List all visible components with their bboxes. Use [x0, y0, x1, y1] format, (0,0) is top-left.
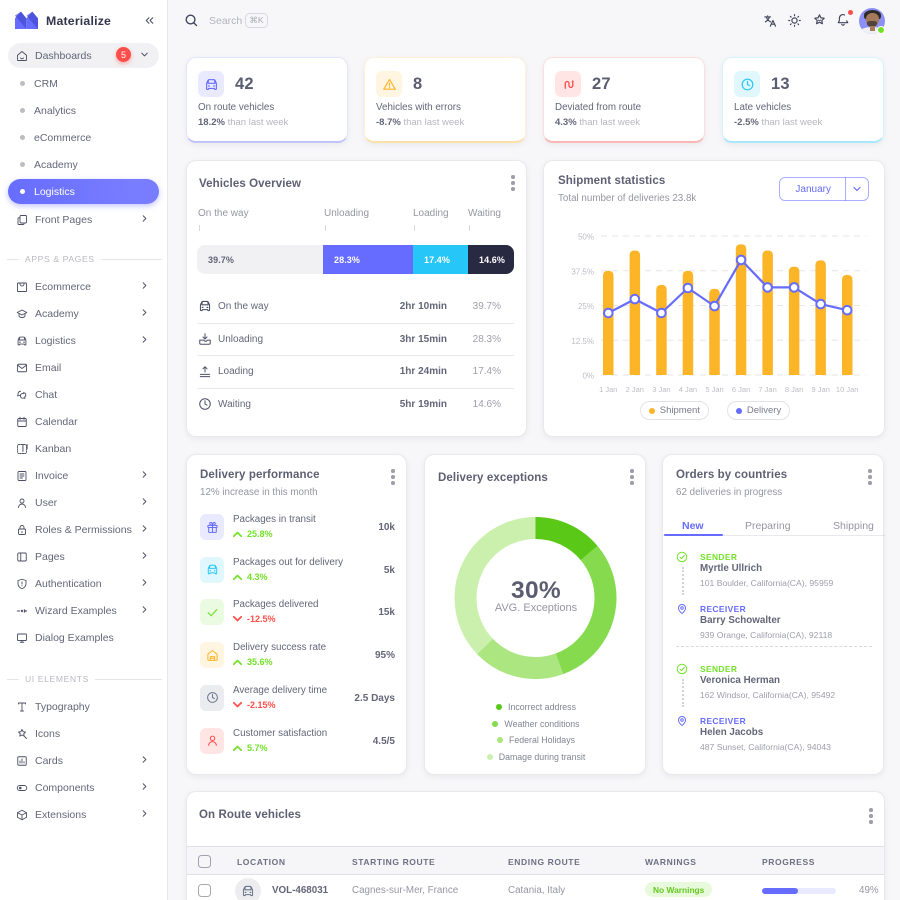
svg-text:10 Jan: 10 Jan — [836, 385, 859, 394]
svg-text:37.5%: 37.5% — [571, 267, 594, 276]
svg-text:4 Jan: 4 Jan — [679, 385, 697, 394]
svg-text:2 Jan: 2 Jan — [626, 385, 644, 394]
svg-text:7 Jan: 7 Jan — [758, 385, 776, 394]
svg-text:6 Jan: 6 Jan — [732, 385, 750, 394]
svg-text:12.5%: 12.5% — [571, 337, 594, 346]
svg-text:25%: 25% — [578, 302, 594, 311]
svg-text:0%: 0% — [582, 372, 594, 381]
svg-text:5 Jan: 5 Jan — [705, 385, 723, 394]
svg-text:1 Jan: 1 Jan — [599, 385, 617, 394]
svg-text:3 Jan: 3 Jan — [652, 385, 670, 394]
svg-text:9 Jan: 9 Jan — [812, 385, 830, 394]
svg-text:8 Jan: 8 Jan — [785, 385, 803, 394]
svg-text:50%: 50% — [578, 233, 594, 242]
